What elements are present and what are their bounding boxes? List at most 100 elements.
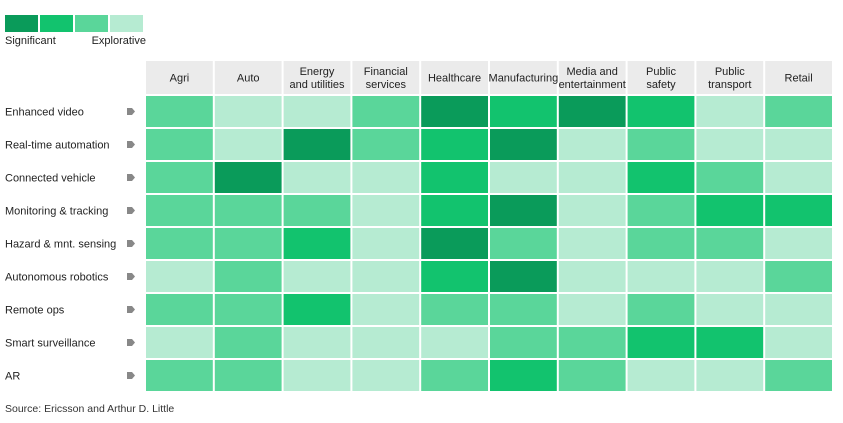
heatmap-cell-monitoring-and-tracking-agri bbox=[146, 195, 213, 226]
column-header-label: Retail bbox=[785, 73, 813, 85]
heatmap-cell-real-time-automation-agri bbox=[146, 129, 213, 160]
heatmap-cell-autonomous-robotics-energy-and-utilities bbox=[283, 261, 351, 292]
heatmap-cell-autonomous-robotics-auto bbox=[214, 261, 282, 292]
heatmap-cell-hazard-and-mnt-sensing-retail bbox=[765, 228, 832, 259]
column-header-label: and utilities bbox=[289, 79, 345, 91]
heatmap-cell-hazard-and-mnt-sensing-media-and-entertainment bbox=[558, 228, 626, 259]
heatmap-cell-autonomous-robotics-public-safety bbox=[627, 261, 695, 292]
heatmap-cell-smart-surveillance-public-safety bbox=[627, 327, 695, 358]
heatmap-cell-connected-vehicle-financial-services bbox=[352, 162, 420, 193]
heatmap-cell-ar-retail bbox=[765, 360, 832, 391]
heatmap-cell-autonomous-robotics-public-transport bbox=[696, 261, 764, 292]
heatmap-cell-enhanced-video-public-safety bbox=[627, 96, 695, 127]
heatmap-cell-autonomous-robotics-manufacturing bbox=[490, 261, 557, 292]
column-header-label: services bbox=[366, 79, 407, 91]
heatmap-cell-smart-surveillance-energy-and-utilities bbox=[283, 327, 351, 358]
column-header-background bbox=[421, 61, 488, 94]
heatmap-cell-smart-surveillance-auto bbox=[214, 327, 282, 358]
row-label-enhanced-video: Enhanced video bbox=[5, 107, 84, 119]
column-header-retail: Retail bbox=[765, 61, 832, 94]
heatmap-cell-ar-manufacturing bbox=[490, 360, 557, 391]
column-header-background bbox=[490, 61, 557, 94]
heatmap-cell-ar-energy-and-utilities bbox=[283, 360, 351, 391]
heatmap-cell-remote-ops-auto bbox=[214, 294, 282, 325]
heatmap-cell-autonomous-robotics-media-and-entertainment bbox=[558, 261, 626, 292]
row-marker-icon bbox=[127, 141, 135, 148]
legend: Significant Explorative bbox=[5, 15, 146, 49]
row-marker-icon bbox=[127, 273, 135, 280]
heatmap-cell-enhanced-video-financial-services bbox=[352, 96, 420, 127]
heatmap-cell-hazard-and-mnt-sensing-public-transport bbox=[696, 228, 764, 259]
row-label-real-time-automation: Real-time automation bbox=[5, 140, 110, 152]
heatmap-cell-ar-public-transport bbox=[696, 360, 764, 391]
heatmap-cell-smart-surveillance-healthcare bbox=[421, 327, 488, 358]
heatmap-cell-monitoring-and-tracking-healthcare bbox=[421, 195, 488, 226]
row-marker-icon bbox=[127, 372, 135, 379]
column-header-label: Public bbox=[646, 66, 676, 78]
row-marker-icon bbox=[127, 339, 135, 346]
row-marker-icon bbox=[127, 108, 135, 115]
heatmap-cell-real-time-automation-public-safety bbox=[627, 129, 695, 160]
heatmap-cell-autonomous-robotics-financial-services bbox=[352, 261, 420, 292]
heatmap-cell-hazard-and-mnt-sensing-public-safety bbox=[627, 228, 695, 259]
row-marker-icon bbox=[127, 240, 135, 247]
heatmap-cell-monitoring-and-tracking-public-safety bbox=[627, 195, 695, 226]
column-header-label: Manufacturing bbox=[489, 73, 559, 85]
column-header-label: Agri bbox=[170, 73, 190, 85]
heatmap-cell-remote-ops-agri bbox=[146, 294, 213, 325]
heatmap-cell-monitoring-and-tracking-manufacturing bbox=[490, 195, 557, 226]
row-label-monitoring-and-tracking: Monitoring & tracking bbox=[5, 206, 108, 218]
column-header-label: Media and bbox=[567, 66, 618, 78]
column-header-background bbox=[627, 61, 695, 94]
column-header-label: Public bbox=[715, 66, 745, 78]
column-header-label: entertainment bbox=[559, 79, 626, 91]
heatmap-cell-monitoring-and-tracking-public-transport bbox=[696, 195, 764, 226]
row-label-connected-vehicle: Connected vehicle bbox=[5, 173, 96, 185]
heatmap-cell-smart-surveillance-financial-services bbox=[352, 327, 420, 358]
heatmap-cell-monitoring-and-tracking-energy-and-utilities bbox=[283, 195, 351, 226]
heatmap-cell-hazard-and-mnt-sensing-agri bbox=[146, 228, 213, 259]
legend-swatch-level-1 bbox=[5, 15, 38, 32]
heatmap-cell-real-time-automation-media-and-entertainment bbox=[558, 129, 626, 160]
legend-swatch-level-4 bbox=[110, 15, 143, 32]
heatmap-cell-enhanced-video-agri bbox=[146, 96, 213, 127]
heatmap-cell-remote-ops-energy-and-utilities bbox=[283, 294, 351, 325]
heatmap-cell-smart-surveillance-agri bbox=[146, 327, 213, 358]
heatmap-cell-ar-financial-services bbox=[352, 360, 420, 391]
heatmap-cell-autonomous-robotics-healthcare bbox=[421, 261, 488, 292]
heatmap-cell-remote-ops-public-safety bbox=[627, 294, 695, 325]
column-header-background bbox=[696, 61, 764, 94]
heatmap-cell-monitoring-and-tracking-retail bbox=[765, 195, 832, 226]
heatmap-cell-real-time-automation-auto bbox=[214, 129, 282, 160]
row-marker-icon bbox=[127, 306, 135, 313]
heatmap-cell-connected-vehicle-retail bbox=[765, 162, 832, 193]
row-marker-icon bbox=[127, 207, 135, 214]
column-header-manufacturing: Manufacturing bbox=[489, 61, 559, 94]
heatmap-cell-monitoring-and-tracking-media-and-entertainment bbox=[558, 195, 626, 226]
row-label-remote-ops: Remote ops bbox=[5, 305, 65, 317]
heatmap-cell-connected-vehicle-public-transport bbox=[696, 162, 764, 193]
column-header-background bbox=[765, 61, 832, 94]
column-header-label: safety bbox=[646, 79, 676, 91]
heatmap-cell-enhanced-video-energy-and-utilities bbox=[283, 96, 351, 127]
column-header-label: Auto bbox=[237, 73, 260, 85]
heatmap-cell-real-time-automation-manufacturing bbox=[490, 129, 557, 160]
heatmap-cell-connected-vehicle-media-and-entertainment bbox=[558, 162, 626, 193]
column-header-label: Healthcare bbox=[428, 73, 481, 85]
row-label-hazard-and-mnt-sensing: Hazard & mnt. sensing bbox=[5, 239, 116, 251]
heatmap-cell-smart-surveillance-media-and-entertainment bbox=[558, 327, 626, 358]
heatmap-cell-smart-surveillance-manufacturing bbox=[490, 327, 557, 358]
heatmap-cell-hazard-and-mnt-sensing-healthcare bbox=[421, 228, 488, 259]
heatmap-cell-connected-vehicle-auto bbox=[214, 162, 282, 193]
heatmap-cell-enhanced-video-public-transport bbox=[696, 96, 764, 127]
heatmap-cell-connected-vehicle-manufacturing bbox=[490, 162, 557, 193]
legend-swatches bbox=[5, 15, 146, 32]
legend-swatch-level-3 bbox=[75, 15, 108, 32]
heatmap-cell-real-time-automation-healthcare bbox=[421, 129, 488, 160]
column-header-agri: Agri bbox=[146, 61, 213, 94]
heatmap-cell-remote-ops-financial-services bbox=[352, 294, 420, 325]
column-header-label: Financial bbox=[364, 66, 408, 78]
heatmap-cell-ar-agri bbox=[146, 360, 213, 391]
